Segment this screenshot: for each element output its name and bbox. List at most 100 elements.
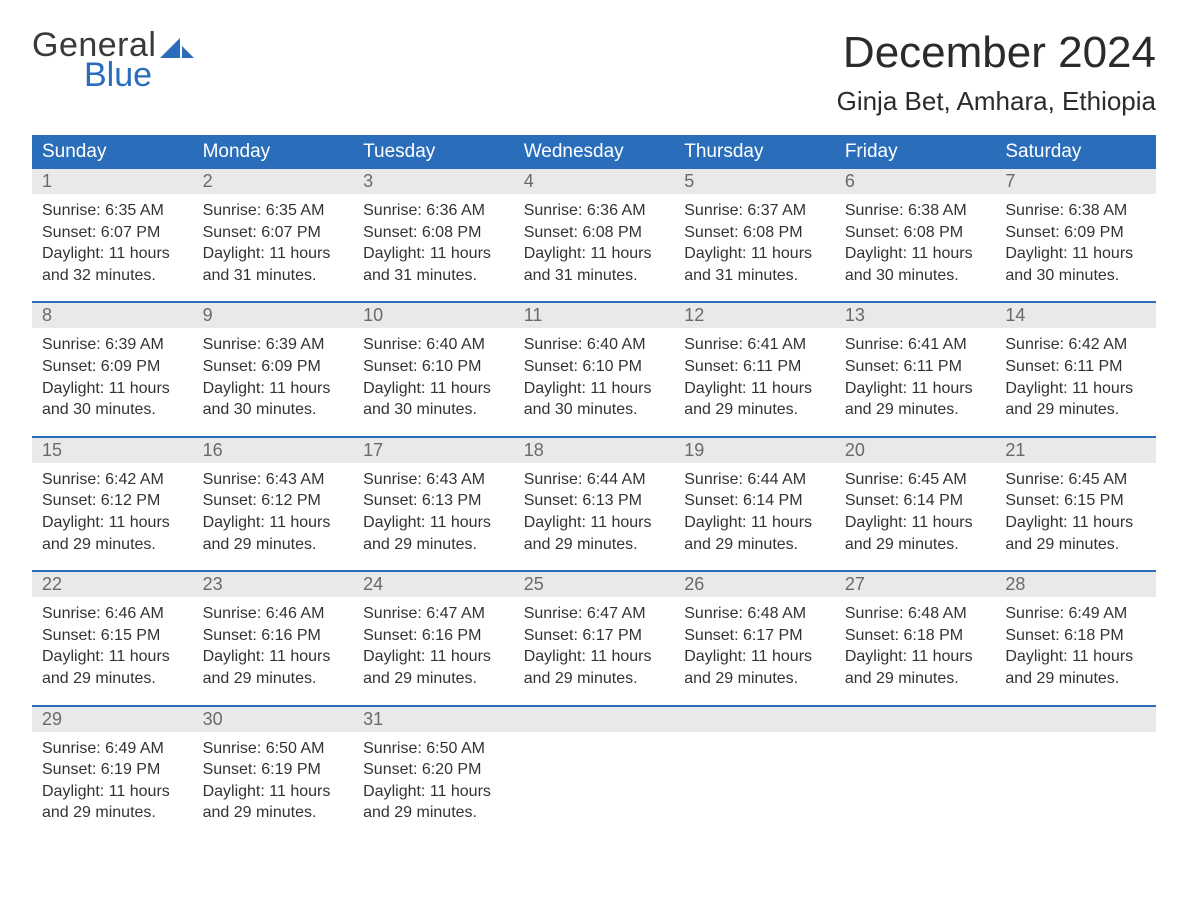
day-number-cell: [835, 706, 996, 732]
col-wednesday: Wednesday: [514, 135, 675, 169]
daylight-line1: Daylight: 11 hours: [363, 243, 504, 265]
day-number-cell: 9: [193, 302, 354, 328]
page-subtitle: Ginja Bet, Amhara, Ethiopia: [837, 86, 1156, 117]
sunset-text: Sunset: 6:18 PM: [845, 625, 986, 647]
daylight-line1: Daylight: 11 hours: [1005, 378, 1146, 400]
day-number-cell: 5: [674, 169, 835, 194]
daylight-line2: and 30 minutes.: [42, 399, 183, 421]
daylight-line2: and 29 minutes.: [684, 668, 825, 690]
sunset-text: Sunset: 6:08 PM: [363, 222, 504, 244]
daylight-line1: Daylight: 11 hours: [684, 378, 825, 400]
daylight-line2: and 29 minutes.: [363, 668, 504, 690]
daylight-line1: Daylight: 11 hours: [845, 646, 986, 668]
header: General Blue December 2024 Ginja Bet, Am…: [32, 28, 1156, 117]
daylight-line2: and 29 minutes.: [203, 668, 344, 690]
daylight-line1: Daylight: 11 hours: [845, 378, 986, 400]
day-detail-cell: Sunrise: 6:38 AMSunset: 6:08 PMDaylight:…: [835, 194, 996, 286]
daylight-line2: and 29 minutes.: [684, 399, 825, 421]
daylight-line1: Daylight: 11 hours: [1005, 243, 1146, 265]
day-detail-cell: Sunrise: 6:39 AMSunset: 6:09 PMDaylight:…: [193, 328, 354, 420]
week-separator: [32, 286, 1156, 302]
daylight-line2: and 29 minutes.: [363, 802, 504, 824]
day-detail-cell: Sunrise: 6:47 AMSunset: 6:17 PMDaylight:…: [514, 597, 675, 689]
day-detail-cell: Sunrise: 6:36 AMSunset: 6:08 PMDaylight:…: [514, 194, 675, 286]
sunrise-text: Sunrise: 6:35 AM: [42, 200, 183, 222]
day-number-cell: 1: [32, 169, 193, 194]
daylight-line1: Daylight: 11 hours: [524, 243, 665, 265]
day-detail-cell: Sunrise: 6:38 AMSunset: 6:09 PMDaylight:…: [995, 194, 1156, 286]
day-detail-cell: Sunrise: 6:41 AMSunset: 6:11 PMDaylight:…: [835, 328, 996, 420]
sunset-text: Sunset: 6:17 PM: [684, 625, 825, 647]
sunrise-text: Sunrise: 6:47 AM: [524, 603, 665, 625]
daylight-line1: Daylight: 11 hours: [363, 512, 504, 534]
day-number-row: 293031: [32, 706, 1156, 732]
sunset-text: Sunset: 6:07 PM: [203, 222, 344, 244]
day-number-cell: 3: [353, 169, 514, 194]
day-detail-cell: Sunrise: 6:36 AMSunset: 6:08 PMDaylight:…: [353, 194, 514, 286]
daylight-line2: and 29 minutes.: [845, 668, 986, 690]
daylight-line2: and 29 minutes.: [42, 534, 183, 556]
daylight-line1: Daylight: 11 hours: [845, 512, 986, 534]
daylight-line1: Daylight: 11 hours: [203, 512, 344, 534]
day-number-cell: 8: [32, 302, 193, 328]
day-detail-cell: [674, 732, 835, 824]
daylight-line1: Daylight: 11 hours: [524, 378, 665, 400]
sunrise-text: Sunrise: 6:41 AM: [684, 334, 825, 356]
daylight-line2: and 29 minutes.: [845, 534, 986, 556]
day-number-cell: 30: [193, 706, 354, 732]
day-detail-cell: Sunrise: 6:50 AMSunset: 6:19 PMDaylight:…: [193, 732, 354, 824]
sunset-text: Sunset: 6:14 PM: [684, 490, 825, 512]
page-title: December 2024: [837, 28, 1156, 78]
daylight-line2: and 29 minutes.: [1005, 668, 1146, 690]
daylight-line1: Daylight: 11 hours: [42, 378, 183, 400]
sunset-text: Sunset: 6:08 PM: [845, 222, 986, 244]
sunrise-text: Sunrise: 6:40 AM: [524, 334, 665, 356]
calendar-table: Sunday Monday Tuesday Wednesday Thursday…: [32, 135, 1156, 824]
sunset-text: Sunset: 6:16 PM: [203, 625, 344, 647]
sunrise-text: Sunrise: 6:44 AM: [684, 469, 825, 491]
sunset-text: Sunset: 6:08 PM: [524, 222, 665, 244]
day-detail-cell: Sunrise: 6:49 AMSunset: 6:18 PMDaylight:…: [995, 597, 1156, 689]
sunrise-text: Sunrise: 6:35 AM: [203, 200, 344, 222]
sunrise-text: Sunrise: 6:43 AM: [363, 469, 504, 491]
sunrise-text: Sunrise: 6:42 AM: [42, 469, 183, 491]
day-detail-cell: Sunrise: 6:50 AMSunset: 6:20 PMDaylight:…: [353, 732, 514, 824]
daylight-line2: and 31 minutes.: [684, 265, 825, 287]
day-detail-cell: Sunrise: 6:42 AMSunset: 6:11 PMDaylight:…: [995, 328, 1156, 420]
day-detail-cell: [514, 732, 675, 824]
logo: General Blue: [32, 28, 194, 92]
day-number-cell: 16: [193, 437, 354, 463]
sunrise-text: Sunrise: 6:40 AM: [363, 334, 504, 356]
sunrise-text: Sunrise: 6:47 AM: [363, 603, 504, 625]
daylight-line1: Daylight: 11 hours: [42, 512, 183, 534]
day-detail-row: Sunrise: 6:49 AMSunset: 6:19 PMDaylight:…: [32, 732, 1156, 824]
daylight-line1: Daylight: 11 hours: [203, 378, 344, 400]
sunrise-text: Sunrise: 6:36 AM: [524, 200, 665, 222]
logo-text-blue: Blue: [84, 58, 194, 92]
daylight-line2: and 32 minutes.: [42, 265, 183, 287]
daylight-line1: Daylight: 11 hours: [42, 646, 183, 668]
sunrise-text: Sunrise: 6:39 AM: [42, 334, 183, 356]
sunset-text: Sunset: 6:09 PM: [1005, 222, 1146, 244]
sunrise-text: Sunrise: 6:38 AM: [845, 200, 986, 222]
day-number-cell: 7: [995, 169, 1156, 194]
day-detail-cell: [835, 732, 996, 824]
col-friday: Friday: [835, 135, 996, 169]
sunrise-text: Sunrise: 6:49 AM: [42, 738, 183, 760]
daylight-line1: Daylight: 11 hours: [684, 646, 825, 668]
col-saturday: Saturday: [995, 135, 1156, 169]
daylight-line2: and 29 minutes.: [684, 534, 825, 556]
day-number-cell: 20: [835, 437, 996, 463]
col-sunday: Sunday: [32, 135, 193, 169]
sunset-text: Sunset: 6:12 PM: [42, 490, 183, 512]
daylight-line1: Daylight: 11 hours: [42, 243, 183, 265]
day-detail-cell: Sunrise: 6:47 AMSunset: 6:16 PMDaylight:…: [353, 597, 514, 689]
col-monday: Monday: [193, 135, 354, 169]
daylight-line2: and 29 minutes.: [203, 534, 344, 556]
sunrise-text: Sunrise: 6:37 AM: [684, 200, 825, 222]
day-detail-cell: Sunrise: 6:43 AMSunset: 6:12 PMDaylight:…: [193, 463, 354, 555]
day-detail-cell: Sunrise: 6:44 AMSunset: 6:14 PMDaylight:…: [674, 463, 835, 555]
daylight-line2: and 29 minutes.: [203, 802, 344, 824]
day-number-cell: [995, 706, 1156, 732]
sunset-text: Sunset: 6:16 PM: [363, 625, 504, 647]
